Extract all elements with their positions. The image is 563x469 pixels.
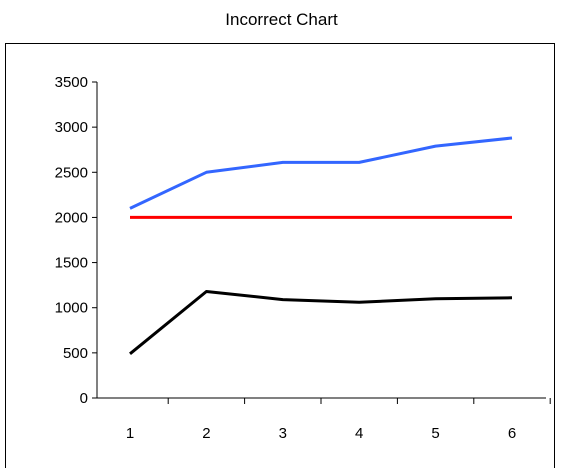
x-tick-label: 4 (355, 425, 363, 442)
series-lines (129, 136, 513, 355)
y-tick-label: 1000 (55, 300, 88, 317)
x-tick-label: 2 (202, 425, 210, 442)
y-tick-label: 3000 (55, 119, 88, 136)
y-tick-label: 3500 (55, 74, 88, 91)
chart-frame (5, 43, 555, 468)
series-line-1 (129, 136, 513, 210)
series-line-3 (129, 290, 513, 355)
y-tick-label: 2000 (55, 209, 88, 226)
x-tick-label: 5 (431, 425, 439, 442)
x-tick-label: 3 (279, 425, 287, 442)
y-tick-label: 500 (63, 345, 88, 362)
chart-title: Incorrect Chart (225, 10, 338, 29)
y-tick-label: 2500 (55, 164, 88, 181)
y-tick-label: 1500 (55, 255, 88, 272)
y-tick-label: 0 (80, 390, 88, 407)
x-tick-label: 1 (126, 425, 134, 442)
axes: 0 500 1000 1500 2000 2500 3000 3500 1 2 3 4 5 6 (55, 74, 551, 442)
x-tick-label: 6 (508, 425, 516, 442)
